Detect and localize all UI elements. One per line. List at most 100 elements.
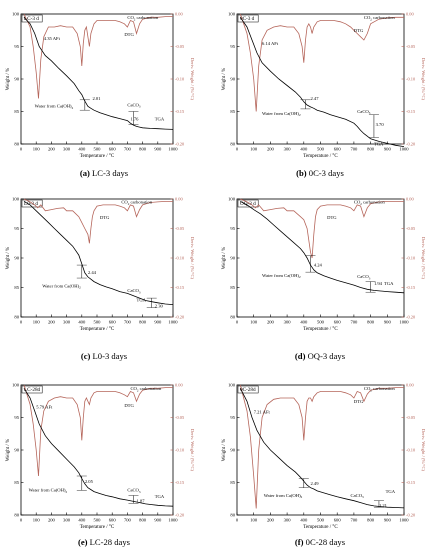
y2-tick-label: -0.05 <box>406 226 416 231</box>
x-tick-label: 700 <box>350 320 358 325</box>
annotation: CaCO3 <box>351 493 364 499</box>
y2-tick-label: 0.00 <box>406 383 414 388</box>
series-line-dtg <box>23 13 173 99</box>
annotation: CaCO3 <box>357 274 370 280</box>
y2-tick-label: -0.15 <box>406 480 416 485</box>
annotation: DTG <box>124 403 134 408</box>
annotation: CaCO3 <box>357 109 370 115</box>
y-tick-label: 80 <box>14 142 19 147</box>
y2-tick-label: -0.10 <box>175 448 185 453</box>
x-tick-label: 900 <box>384 518 392 523</box>
series-line-dtg <box>23 198 173 244</box>
annotation-text: DTG <box>327 215 337 220</box>
y2-tick-label: -0.10 <box>175 256 185 261</box>
plot-frame <box>236 13 405 145</box>
y-tick-label: 90 <box>14 256 19 261</box>
x-tick-label: 800 <box>139 147 147 152</box>
y-axis-label: Weight / % <box>222 439 227 461</box>
annotation: CO2 carbonation <box>354 200 386 206</box>
y-tick-label: 90 <box>230 256 235 261</box>
annotation: 4.24 <box>314 262 323 267</box>
x-tick-label: 0 <box>236 147 239 152</box>
x-tick-label: 800 <box>139 518 147 523</box>
panel-caption: (b) 0C-3 days <box>296 168 344 178</box>
annotation: CO2 carbonation <box>364 386 396 392</box>
annotation: TGA <box>155 117 165 122</box>
annotation-subscript: 3 <box>369 111 371 115</box>
x-tick-label: 200 <box>48 147 56 152</box>
panel-caption: (a) LC-3 days <box>80 168 129 178</box>
annotation-text: TGA <box>137 298 147 303</box>
y-tick-label: 80 <box>14 513 19 518</box>
y-tick-label: 85 <box>230 285 235 290</box>
y-tick-label: 95 <box>230 44 235 49</box>
annotation: Water from Ca(OH)2 <box>42 284 81 290</box>
annotation-subscript: 2 <box>370 17 372 21</box>
y-tick-label: 85 <box>14 285 19 290</box>
annotation: 6.14 AFt <box>262 41 279 46</box>
annotation: 2.44 <box>88 270 97 275</box>
x-tick-label: 500 <box>94 147 102 152</box>
y-tick-label: 90 <box>230 448 235 453</box>
y2-tick-label: -0.10 <box>175 77 185 82</box>
x-tick-label: 600 <box>334 147 342 152</box>
chart-panel-1: 0 100 200 300 400 500 600 700 800 900 1000 80 85 90 95… <box>222 12 426 178</box>
y-tick-label: 100 <box>228 383 236 388</box>
annotation-text: CaCO <box>351 493 363 498</box>
annotation-text: 2.47 <box>310 96 319 101</box>
annotation-text: CO <box>121 200 128 205</box>
x-axis-label: Temperature / °C <box>303 154 338 159</box>
annotation-text: 6.14 AFt <box>262 41 279 46</box>
annotation: 2.49 <box>310 481 319 486</box>
annotation-text: 2.44 <box>88 270 97 275</box>
panel-caption-letter: (f) <box>295 537 304 547</box>
y2-tick-label: -0.05 <box>175 226 185 231</box>
x-tick-label: 200 <box>48 518 56 523</box>
x-tick-label: 900 <box>154 518 162 523</box>
y2-tick-label: -0.20 <box>175 513 185 518</box>
y-axis-label: Weight / % <box>222 68 227 90</box>
annotation: 1.94 <box>374 281 383 286</box>
annotation-subscript: 2 <box>128 202 130 206</box>
x-tick-label: 1000 <box>399 320 409 325</box>
chart-panel-3: 0 100 200 300 400 500 600 700 800 900 1000 80 85 90 95… <box>222 197 426 361</box>
y2-tick-label: 0.00 <box>406 12 414 17</box>
y-tick-label: 95 <box>230 226 235 231</box>
panel-caption-text: L0-3 days <box>90 351 127 361</box>
annotation-subscript: 2 <box>301 495 303 499</box>
x-tick-label: 800 <box>139 320 147 325</box>
annotation: 1.87 <box>137 499 146 504</box>
x-tick-label: 600 <box>334 320 342 325</box>
annotation-subscript: 2 <box>299 275 301 279</box>
plot-frame <box>236 384 405 516</box>
y2-axis-label: Deriv. Weight / (%/°C) <box>190 58 195 101</box>
x-tick-label: 800 <box>367 147 375 152</box>
annotation: 3.70 <box>376 122 385 127</box>
y-tick-label: 85 <box>230 109 235 114</box>
annotation-text: CO <box>130 386 137 391</box>
annotation-text: 1.94 <box>374 281 383 286</box>
x-tick-label: 1000 <box>168 147 178 152</box>
y-tick-label: 100 <box>228 197 236 202</box>
annotation: TGA <box>386 489 396 494</box>
x-tick-label: 0 <box>20 518 23 523</box>
plot-frame <box>236 198 405 318</box>
x-tick-label: 300 <box>284 147 292 152</box>
panel-caption-letter: (b) <box>296 168 307 178</box>
series-line-tga <box>239 17 405 147</box>
y-tick-label: 90 <box>14 448 19 453</box>
annotation-subscript: 2 <box>79 286 81 290</box>
annotation-text: 2.01 <box>92 96 101 101</box>
x-axis-label: Temperature / °C <box>303 327 338 332</box>
annotation: TGA <box>137 298 147 303</box>
annotation-text: 7.21 AFt <box>254 410 271 415</box>
annotation: Water from Ca(OH)2 <box>29 488 68 494</box>
x-tick-label: 200 <box>267 518 275 523</box>
x-tick-label: 400 <box>300 147 308 152</box>
annotation: 1.76 <box>130 117 139 122</box>
panel-caption-text: 0C-28 days <box>304 537 346 547</box>
x-tick-label: 700 <box>350 518 358 523</box>
annotation-text: TGA <box>384 281 394 286</box>
y2-tick-label: 0.00 <box>406 197 414 202</box>
series-line-dtg <box>239 13 404 112</box>
